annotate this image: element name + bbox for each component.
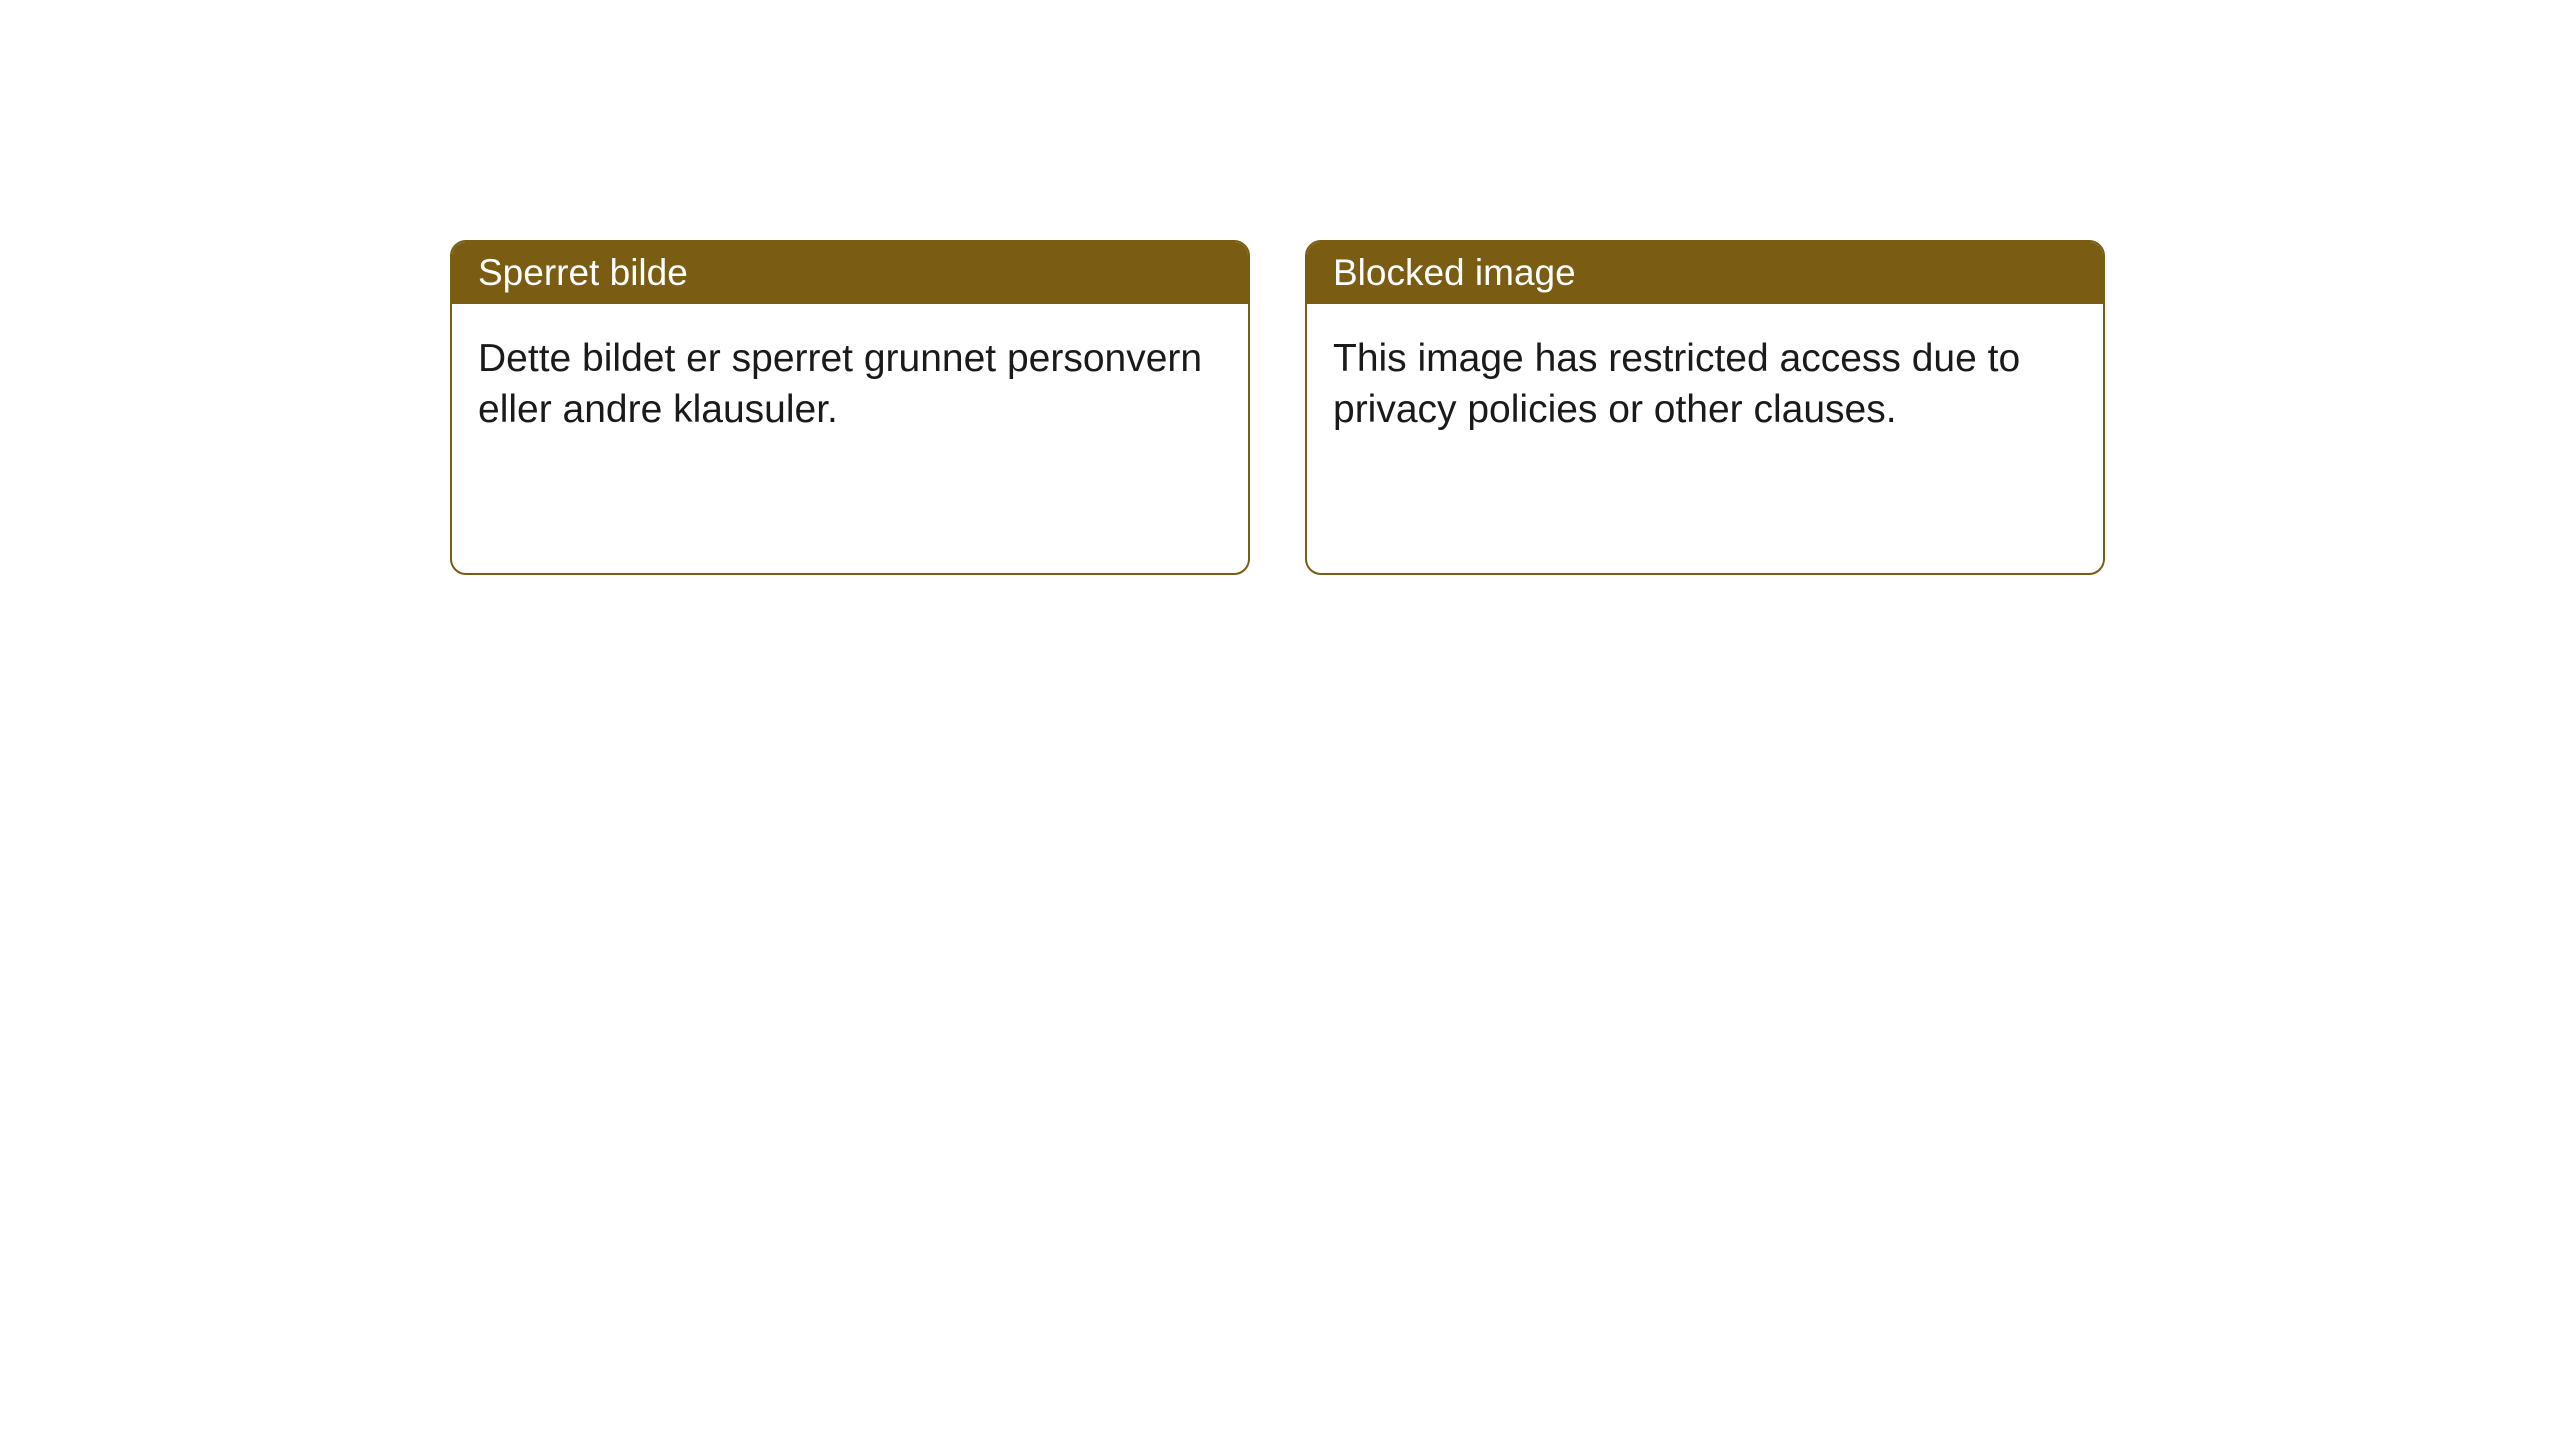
card-body-text-en: This image has restricted access due to … (1333, 337, 2020, 431)
card-body-text-no: Dette bildet er sperret grunnet personve… (478, 337, 1202, 431)
card-body-en: This image has restricted access due to … (1307, 304, 2103, 465)
card-body-no: Dette bildet er sperret grunnet personve… (452, 304, 1248, 465)
card-title-no: Sperret bilde (478, 252, 688, 293)
cards-container: Sperret bilde Dette bildet er sperret gr… (450, 240, 2105, 575)
blocked-image-card-en: Blocked image This image has restricted … (1305, 240, 2105, 575)
card-title-en: Blocked image (1333, 252, 1576, 293)
card-header-en: Blocked image (1307, 242, 2103, 304)
card-header-no: Sperret bilde (452, 242, 1248, 304)
blocked-image-card-no: Sperret bilde Dette bildet er sperret gr… (450, 240, 1250, 575)
